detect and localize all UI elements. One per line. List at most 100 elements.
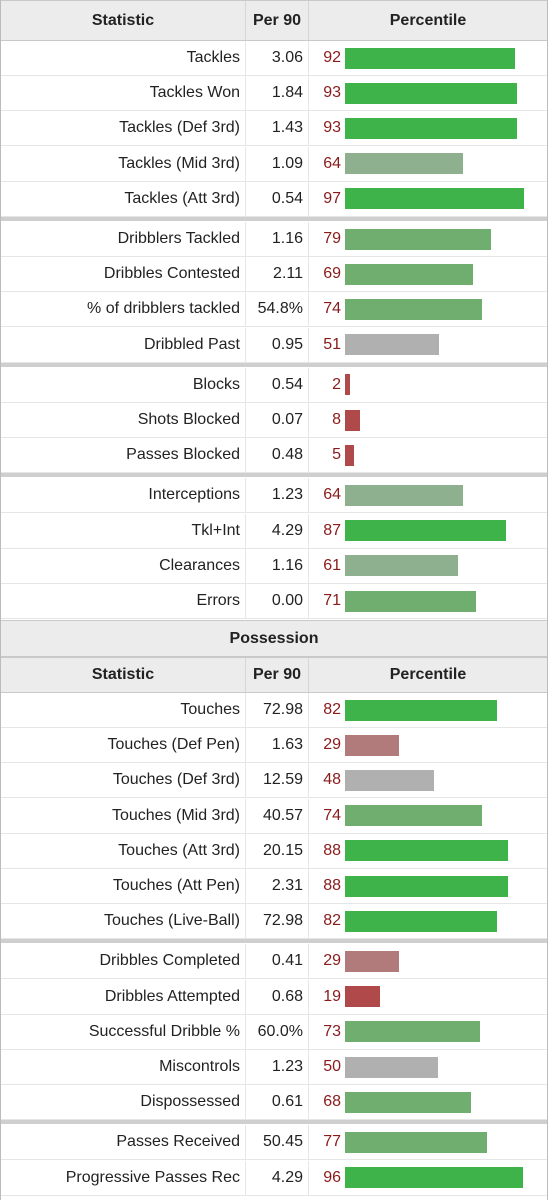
percentile-cell: 5 — [309, 438, 547, 472]
stat-label: Tackles — [1, 41, 246, 75]
percentile-value: 68 — [323, 1093, 341, 1111]
table-row: Shots Blocked 0.07 8 — [1, 403, 547, 438]
percentile-cell: 64 — [309, 147, 547, 181]
percentile-cell: 8 — [309, 403, 547, 437]
per90-value: 4.29 — [246, 513, 309, 548]
stat-label: Passes Blocked — [1, 438, 246, 473]
percentile-value: 96 — [323, 1168, 341, 1186]
table-row: Tackles Won 1.84 93 — [1, 76, 547, 112]
stat-label: Touches (Att 3rd) — [1, 833, 246, 868]
table-row: Passes Blocked 0.48 5 — [1, 438, 547, 474]
percentile-value: 50 — [323, 1058, 341, 1075]
percentile-bar — [345, 47, 515, 69]
col-statistic-header: Statistic — [1, 658, 246, 692]
percentile-value: 97 — [323, 189, 341, 207]
stat-label: Errors — [1, 584, 246, 618]
percentile-value: 48 — [323, 771, 341, 789]
per90-value: 0.00 — [246, 584, 309, 618]
table-row: Touches (Att 3rd) 20.15 88 — [1, 833, 547, 869]
per90-value: 1.43 — [246, 111, 309, 146]
table-row: Dribbles Attempted 0.68 19 — [1, 979, 547, 1015]
percentile-cell: 71 — [309, 584, 547, 618]
stat-label: Dribblers Tackled — [1, 222, 246, 256]
percentile-value: 64 — [323, 154, 341, 172]
per90-value: 3.06 — [246, 41, 309, 75]
per90-value: 0.48 — [246, 438, 309, 473]
percentile-value: 5 — [332, 446, 341, 464]
stat-label: Touches (Def Pen) — [1, 728, 246, 763]
percentile-cell: 29 — [309, 728, 547, 762]
percentile-bar — [345, 1021, 480, 1043]
percentile-bar — [345, 1131, 487, 1153]
percentile-cell: 93 — [309, 76, 547, 110]
stat-label: Dispossessed — [1, 1085, 246, 1120]
stat-label: Tackles Won — [1, 76, 246, 111]
table-row: Blocks 0.54 2 — [1, 367, 547, 403]
percentile-value: 61 — [323, 556, 341, 574]
section-title-possession: Possession — [1, 620, 547, 657]
percentile-bar — [345, 699, 497, 721]
percentile-bar — [345, 409, 360, 431]
percentile-bar — [345, 910, 497, 932]
table-row: Dispossessed 0.61 68 — [1, 1085, 547, 1121]
group-separator — [1, 217, 547, 221]
table-row: Dribblers Tackled 1.16 79 — [1, 222, 547, 257]
percentile-bar — [345, 484, 463, 506]
group-separator — [1, 473, 547, 478]
percentile-cell: 74 — [309, 292, 547, 326]
col-per90-header: Per 90 — [246, 658, 309, 692]
per90-value: 1.23 — [246, 478, 309, 513]
percentile-bar — [345, 805, 482, 827]
group-separator — [1, 362, 547, 367]
percentile-cell: 87 — [309, 514, 547, 548]
col-statistic-header: Statistic — [1, 1, 246, 40]
percentile-value: 71 — [323, 592, 341, 609]
per90-value: 40.57 — [246, 798, 309, 833]
stat-label: Tkl+Int — [1, 513, 246, 548]
percentile-cell: 61 — [309, 549, 547, 583]
per90-value: 54.8% — [246, 292, 309, 327]
stat-label: Touches — [1, 693, 246, 727]
table-row: Touches (Mid 3rd) 40.57 74 — [1, 798, 547, 834]
percentile-bar — [345, 444, 354, 466]
table-row: Progressive Passes Rec 4.29 96 — [1, 1160, 547, 1196]
per90-value: 0.07 — [246, 403, 309, 437]
per90-value: 1.16 — [246, 222, 309, 256]
table-row: Errors 0.00 71 — [1, 584, 547, 619]
stat-label: Tackles (Def 3rd) — [1, 111, 246, 146]
percentile-bar — [345, 734, 399, 756]
stat-label: Successful Dribble % — [1, 1014, 246, 1049]
percentile-cell: 64 — [309, 478, 547, 512]
table-row: Miscontrols 1.23 50 — [1, 1050, 547, 1085]
percentile-cell: 88 — [309, 834, 547, 868]
percentile-value: 93 — [323, 119, 341, 137]
percentile-bar — [345, 950, 399, 972]
percentile-value: 2 — [332, 375, 341, 393]
table-header: Statistic Per 90 Percentile — [1, 0, 547, 41]
percentile-cell: 77 — [309, 1125, 547, 1159]
percentile-bar — [345, 986, 380, 1008]
percentile-cell: 82 — [309, 904, 547, 938]
percentile-bar — [345, 840, 508, 862]
stat-label: Tackles (Att 3rd) — [1, 181, 246, 216]
stat-label: Clearances — [1, 548, 246, 583]
percentile-bar — [345, 590, 476, 612]
per90-value: 1.16 — [246, 548, 309, 583]
percentile-value: 74 — [323, 300, 341, 318]
stat-label: Interceptions — [1, 478, 246, 513]
percentile-bar — [345, 875, 508, 897]
table-row: Dribbles Completed 0.41 29 — [1, 944, 547, 980]
percentile-cell: 2 — [309, 368, 547, 402]
percentile-cell: 74 — [309, 799, 547, 833]
table-row: Tackles (Att 3rd) 0.54 97 — [1, 181, 547, 217]
percentile-value: 77 — [323, 1133, 341, 1151]
percentile-value: 73 — [323, 1022, 341, 1040]
table-row: Tackles 3.06 92 — [1, 41, 547, 76]
table-row: Dribbled Past 0.95 51 — [1, 327, 547, 363]
per90-value: 72.98 — [246, 904, 309, 939]
percentile-cell: 79 — [309, 222, 547, 256]
percentile-cell: 19 — [309, 980, 547, 1014]
percentile-value: 29 — [323, 952, 341, 970]
per90-value: 0.41 — [246, 944, 309, 979]
percentile-cell: 51 — [309, 328, 547, 362]
